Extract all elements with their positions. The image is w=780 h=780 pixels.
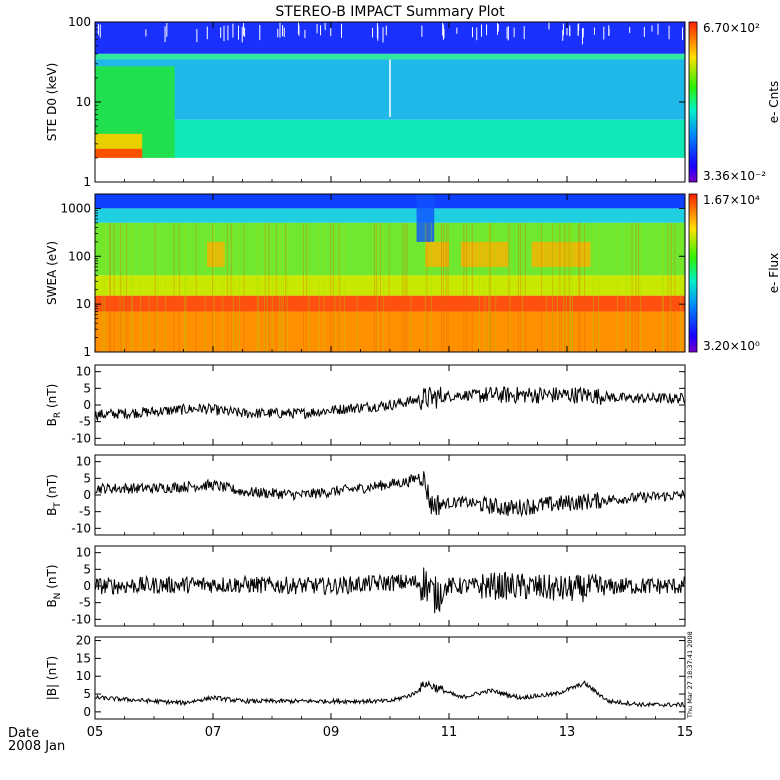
y-tick-label: 5	[83, 687, 91, 701]
colorbar-max-label: 6.70×10²	[703, 21, 760, 35]
y-tick-label: 0	[83, 579, 91, 593]
x-tick-label: 11	[441, 725, 458, 740]
y-tick-label: -10	[71, 612, 91, 626]
colorbar-axis-label: e- Cnts	[767, 81, 780, 123]
band-stripe	[95, 53, 685, 60]
y-tick-label: 20	[76, 634, 91, 648]
y-tick-label: 5	[83, 471, 91, 485]
panel-swea: 1.67×10⁴ 3.20×10⁰ e- Flux 1 10 100 1000 SWEA (e…	[45, 193, 780, 359]
heatmap-ste	[95, 22, 685, 182]
y-tick-label: 5	[83, 562, 91, 576]
band-high	[95, 22, 685, 54]
band-base	[95, 311, 685, 352]
colorbar-scale	[688, 21, 698, 183]
y-axis-label-swea: SWEA (eV)	[45, 241, 59, 305]
series-line-br	[94, 386, 686, 422]
y-tick-label: 0	[83, 705, 91, 719]
enhancement-patch	[425, 241, 449, 267]
y-tick-label: 10	[76, 95, 91, 109]
y-tick-label: 1	[83, 345, 91, 359]
x-tick-label: 05	[87, 725, 104, 740]
colorbar-swea: 1.67×10⁴ 3.20×10⁰ e- Flux	[688, 193, 780, 353]
x-tick-label: 07	[205, 725, 222, 740]
band-lower	[95, 275, 685, 296]
colorbar-max-label: 1.67×10⁴	[703, 193, 760, 207]
x-tick-label: 13	[559, 725, 576, 740]
y-tick-label: 10	[76, 365, 91, 379]
y-axis-label-ste: STE D0 (keV)	[45, 63, 59, 142]
y-tick-label: 1	[83, 175, 91, 189]
y-tick-label: 10	[76, 455, 91, 469]
colorbar-scale	[688, 193, 698, 353]
band-low	[95, 119, 685, 158]
enhancement-patch	[531, 241, 591, 267]
series-line-bt	[94, 471, 686, 518]
y-tick-label: 10	[76, 297, 91, 311]
y-tick-label: -10	[71, 431, 91, 445]
y-tick-label: 100	[68, 249, 91, 263]
colorbar-min-label: 3.20×10⁰	[703, 339, 760, 353]
y-axis-label-bt: BT (nT)	[45, 474, 63, 516]
panel-bt: -10 -5 0 5 10 BT (nT)	[45, 454, 686, 536]
y-tick-label: 1000	[60, 201, 91, 215]
band-early-red	[95, 148, 143, 158]
panel-br: -10 -5 0 5 10 BR (nT)	[45, 364, 686, 446]
series-line-bn	[94, 567, 686, 614]
y-tick-label: -5	[79, 596, 91, 610]
y-tick-label: -10	[71, 521, 91, 535]
x-axis-label-line2: 2008 Jan	[8, 739, 65, 754]
x-axis-label-line1: Date	[8, 726, 39, 741]
y-axis-label-bn: BN (nT)	[45, 564, 63, 607]
panel-ste: 6.70×10² 3.36×10⁻² e- Cnts 1 10 100 STE D0 (ke…	[45, 15, 780, 189]
x-tick-label: 15	[677, 725, 694, 740]
y-tick-label: 100	[68, 15, 91, 29]
heatmap-swea	[95, 194, 685, 352]
y-tick-label: 0	[83, 398, 91, 412]
enhancement-patch	[207, 241, 225, 267]
panel-bn: -10 -5 0 5 10 BN (nT)	[45, 545, 686, 627]
band-top	[95, 194, 685, 209]
colorbar-min-label: 3.36×10⁻²	[703, 169, 766, 183]
plot-frame-bt	[94, 454, 686, 536]
dropout-patch	[416, 194, 435, 242]
y-tick-label: 0	[83, 488, 91, 502]
series-line-bmag	[94, 679, 686, 708]
y-tick-label: -5	[79, 505, 91, 519]
y-axis-label-bmag: |B| (nT)	[45, 656, 59, 700]
chart-title: STEREO-B IMPACT Summary Plot	[275, 4, 505, 20]
timestamp-label: Thu Mar 27 18:37:41 2008	[686, 631, 694, 719]
y-tick-label: 10	[76, 546, 91, 560]
y-tick-label: 15	[76, 651, 91, 665]
enhancement-patch	[460, 241, 508, 267]
band-upper	[95, 208, 685, 223]
y-axis-label-br: BR (nT)	[45, 384, 63, 427]
panel-bmag: 0 5 10 15 20 |B| (nT)	[45, 634, 686, 720]
y-tick-label: -5	[79, 415, 91, 429]
y-tick-label: 10	[76, 669, 91, 683]
plot-frame-bmag	[94, 636, 686, 720]
colorbar-ste: 6.70×10² 3.36×10⁻² e- Cnts	[688, 21, 780, 183]
band-mid	[95, 222, 685, 276]
colorbar-axis-label: e- Flux	[767, 253, 780, 293]
band-empty	[95, 157, 685, 182]
x-tick-label: 09	[323, 725, 340, 740]
y-tick-label: 5	[83, 381, 91, 395]
band-core	[95, 295, 685, 312]
